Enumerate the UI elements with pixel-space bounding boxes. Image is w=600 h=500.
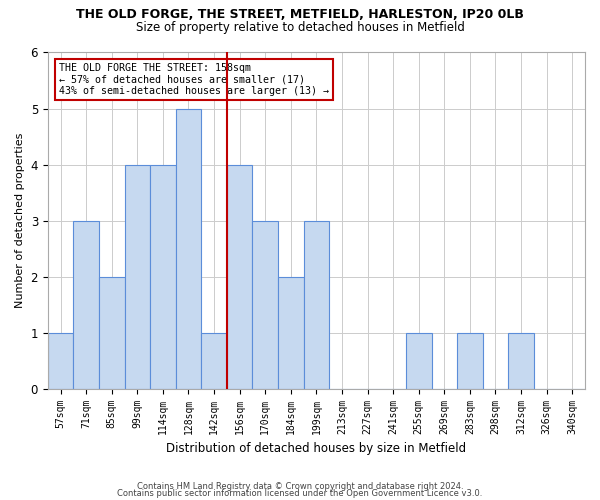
- Text: Contains public sector information licensed under the Open Government Licence v3: Contains public sector information licen…: [118, 489, 482, 498]
- Bar: [150, 164, 176, 388]
- Bar: [508, 332, 534, 388]
- Bar: [73, 220, 99, 388]
- Bar: [227, 164, 253, 388]
- Y-axis label: Number of detached properties: Number of detached properties: [15, 133, 25, 308]
- Bar: [406, 332, 431, 388]
- Bar: [201, 332, 227, 388]
- Text: Size of property relative to detached houses in Metfield: Size of property relative to detached ho…: [136, 21, 464, 34]
- Bar: [48, 332, 73, 388]
- Bar: [125, 164, 150, 388]
- Bar: [304, 220, 329, 388]
- Bar: [253, 220, 278, 388]
- Text: THE OLD FORGE THE STREET: 158sqm
← 57% of detached houses are smaller (17)
43% o: THE OLD FORGE THE STREET: 158sqm ← 57% o…: [59, 62, 329, 96]
- Bar: [99, 276, 125, 388]
- Bar: [457, 332, 482, 388]
- Bar: [176, 108, 201, 388]
- Text: Contains HM Land Registry data © Crown copyright and database right 2024.: Contains HM Land Registry data © Crown c…: [137, 482, 463, 491]
- X-axis label: Distribution of detached houses by size in Metfield: Distribution of detached houses by size …: [166, 442, 466, 455]
- Text: THE OLD FORGE, THE STREET, METFIELD, HARLESTON, IP20 0LB: THE OLD FORGE, THE STREET, METFIELD, HAR…: [76, 8, 524, 20]
- Bar: [278, 276, 304, 388]
